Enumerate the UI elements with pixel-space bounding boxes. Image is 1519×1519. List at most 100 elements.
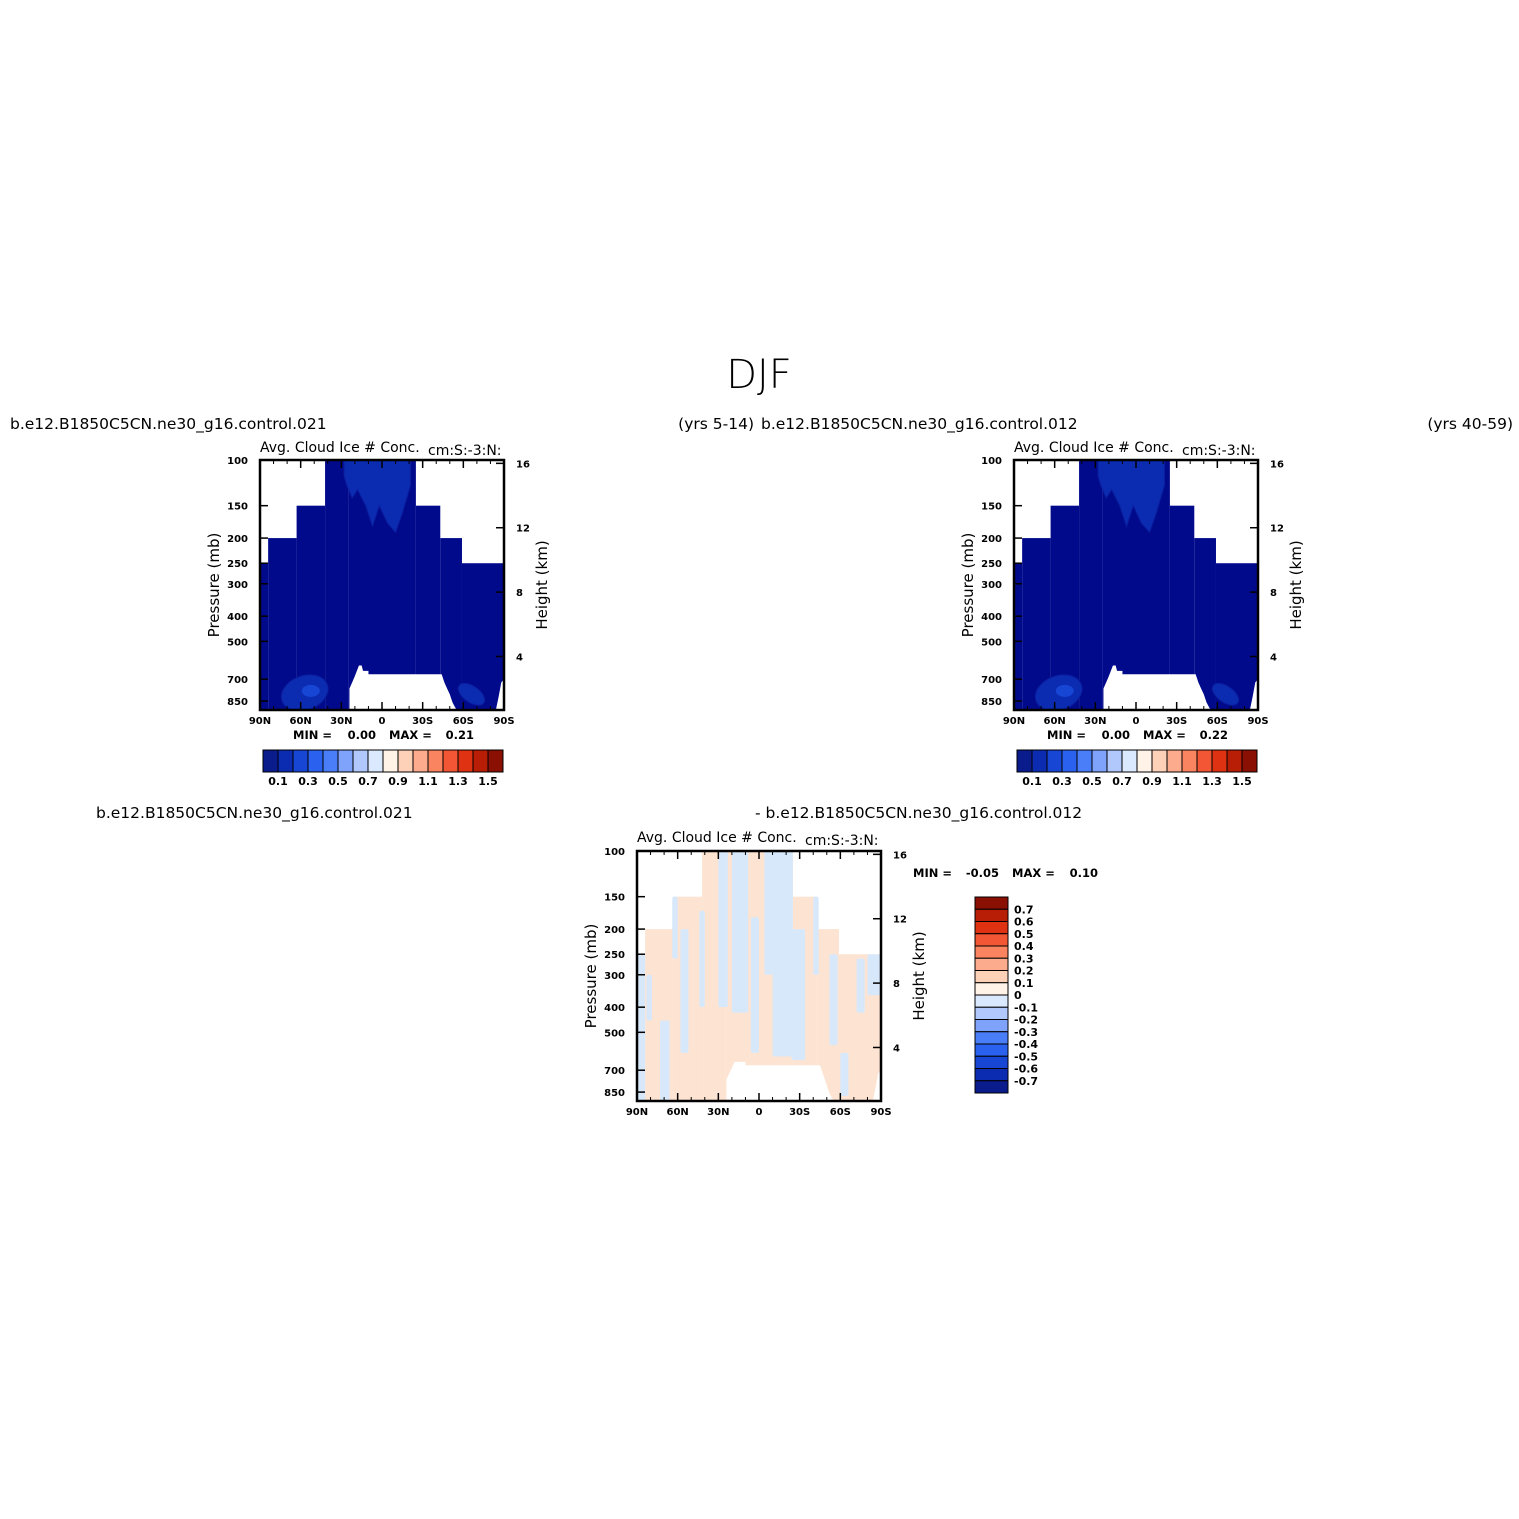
panel-case1: 90N 60N 30N 0 30S 60S 90S 100 150 200 250 300 400 500… xyxy=(205,440,551,788)
x-tick-label: 30N xyxy=(330,716,352,727)
colorbar-label: 0.7 xyxy=(1112,775,1132,788)
colorbar-swatch xyxy=(397,749,414,773)
colorbar-swatch xyxy=(427,749,444,773)
y-tick-label: 700 xyxy=(604,1066,625,1077)
colorbar-label: 0.1 xyxy=(1014,977,1034,990)
colorbar-label: 0.9 xyxy=(388,775,408,788)
panel-difference-units: cm:S:-3:N: xyxy=(805,833,879,849)
colorbar-swatch xyxy=(974,896,1009,910)
x-tick-label: 30S xyxy=(1166,716,1187,727)
y-tick-label: 300 xyxy=(227,580,248,591)
colorbar-swatch xyxy=(1091,749,1108,773)
colorbar-label: 0.2 xyxy=(1014,965,1034,978)
case1-years: (yrs 5-14) xyxy=(678,415,754,433)
panel-difference-colorbar: 0.70.60.50.40.30.20.10-0.1-0.2-0.3-0.4-0… xyxy=(974,896,1038,1094)
colorbar-label: 0.5 xyxy=(1014,928,1034,941)
colorbar-swatch xyxy=(367,749,384,773)
y-tick-label: 200 xyxy=(604,925,625,936)
y-tick-label: 850 xyxy=(227,697,248,708)
colorbar-swatch xyxy=(412,749,429,773)
colorbar-swatch xyxy=(337,749,354,773)
diff-contour xyxy=(829,954,838,1046)
diff-contour xyxy=(764,851,773,975)
colorbar-label: -0.7 xyxy=(1014,1075,1038,1088)
x-tick-label: 60S xyxy=(1207,716,1228,727)
y-tick-label: 100 xyxy=(981,456,1002,467)
field-contour xyxy=(301,684,320,697)
x-tick-label: 0 xyxy=(756,1107,763,1118)
field-region xyxy=(440,538,462,710)
colorbar-label: 0.1 xyxy=(1022,775,1042,788)
colorbar-swatch xyxy=(1016,749,1033,773)
colorbar-label: 0.1 xyxy=(268,775,288,788)
panel-case2-colorbar: 0.1 0.3 0.5 0.7 0.9 1.1 1.3 1.5 xyxy=(1016,749,1258,788)
y-tick-label: 150 xyxy=(981,502,1002,513)
colorbar-label: -0.3 xyxy=(1014,1026,1038,1039)
diff-missing xyxy=(872,1070,881,1101)
x-tick-label: 90N xyxy=(1003,716,1025,727)
colorbar-label: 0.3 xyxy=(1014,952,1034,965)
panel-difference-axes: 90N 60N 30N 0 30S 60S 90S 100 150 200 250 300 400 500… xyxy=(604,847,907,1118)
field-contour xyxy=(1097,460,1165,534)
colorbar-label: 0.4 xyxy=(1014,940,1034,953)
colorbar-label: 1.3 xyxy=(448,775,468,788)
colorbar-swatch xyxy=(1151,749,1168,773)
x-tick-label: 30N xyxy=(707,1107,729,1118)
colorbar-swatch xyxy=(1076,749,1093,773)
panel-difference-min-label: MIN = xyxy=(913,866,952,880)
panel-case2-field xyxy=(1014,460,1258,710)
panel-case1-ylabel: Pressure (mb) xyxy=(205,533,223,638)
colorbar-label: 0.3 xyxy=(1052,775,1072,788)
colorbar-label: 0.5 xyxy=(1082,775,1102,788)
colorbar-swatch xyxy=(974,982,1009,996)
y-tick-label: 500 xyxy=(981,637,1002,648)
colorbar-swatch xyxy=(1241,749,1258,773)
colorbar-swatch xyxy=(457,749,474,773)
colorbar-swatch xyxy=(1166,749,1183,773)
colorbar-swatch xyxy=(1136,749,1153,773)
colorbar-label: 1.5 xyxy=(478,775,498,788)
field-missing xyxy=(1249,679,1258,710)
x-tick-label: 90N xyxy=(249,716,271,727)
panel-case2: 90N 60N 30N 0 30S 60S 90S 100 150 200 250 300 400 500… xyxy=(959,440,1305,788)
diff-contour xyxy=(680,929,689,1053)
panel-case1-max-value: 0.21 xyxy=(446,728,474,742)
x-tick-label: 0 xyxy=(379,716,386,727)
y-right-tick-label: 4 xyxy=(1270,652,1277,663)
x-tick-label: 90S xyxy=(493,716,514,727)
colorbar-label: 1.3 xyxy=(1202,775,1222,788)
panel-difference-title: Avg. Cloud Ice # Conc. xyxy=(637,830,797,846)
panel-case1-min-label: MIN = xyxy=(293,728,332,742)
diff-contour xyxy=(867,954,881,996)
colorbar-label: 0.5 xyxy=(328,775,348,788)
field-region xyxy=(1079,460,1103,710)
field-contour xyxy=(343,460,411,534)
panel-case1-title: Avg. Cloud Ice # Conc. xyxy=(260,440,420,456)
colorbar-swatch xyxy=(974,1068,1009,1082)
diff-contour xyxy=(791,929,806,1061)
y-tick-label: 250 xyxy=(227,559,248,570)
colorbar-swatch xyxy=(1106,749,1123,773)
colorbar-swatch xyxy=(974,945,1009,959)
colorbar-swatch xyxy=(322,749,339,773)
x-tick-label: 60N xyxy=(667,1107,689,1118)
diff-contour xyxy=(813,896,819,975)
colorbar-swatch xyxy=(1031,749,1048,773)
panel-case2-axes: 90N 60N 30N 0 30S 60S 90S 100 150 200 250 300 400 500… xyxy=(981,456,1284,727)
panel-case1-field xyxy=(260,460,504,710)
colorbar-label: -0.4 xyxy=(1014,1038,1038,1051)
panel-difference-field xyxy=(637,851,881,1101)
diff-case1-name: b.e12.B1850C5CN.ne30_g16.control.021 xyxy=(96,804,413,823)
diff-contour xyxy=(840,1052,849,1096)
y-right-tick-label: 8 xyxy=(1270,588,1277,599)
panel-case2-max-label: MAX = xyxy=(1143,728,1186,742)
y-right-tick-label: 4 xyxy=(516,652,523,663)
panel-case1-axes: 90N 60N 30N 0 30S 60S 90S 100 150 200 250 300 400 500… xyxy=(227,456,530,727)
colorbar-label: 1.5 xyxy=(1232,775,1252,788)
y-tick-label: 400 xyxy=(227,612,248,623)
case1-name: b.e12.B1850C5CN.ne30_g16.control.021 xyxy=(10,415,327,434)
field-region xyxy=(325,460,349,710)
colorbar-swatch xyxy=(974,1006,1009,1020)
case2-years: (yrs 40-59) xyxy=(1427,415,1513,433)
